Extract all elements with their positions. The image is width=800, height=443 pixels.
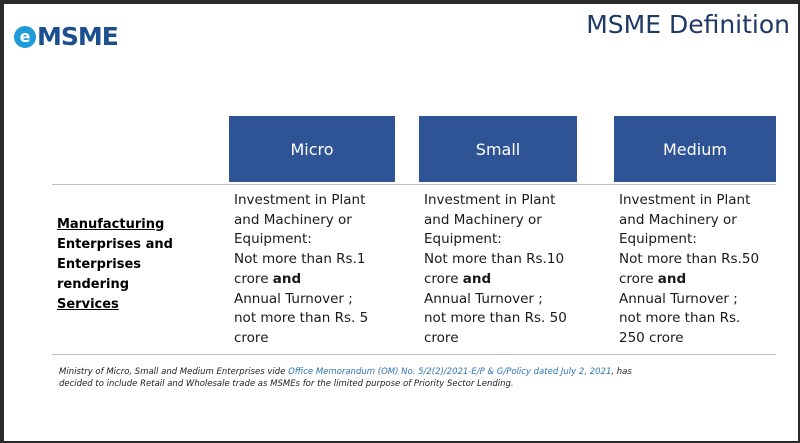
office-memorandum-link[interactable]: Office Memorandum (OM) No. 5/2(2)/2021-E…	[288, 367, 612, 377]
cell-line: crore and	[424, 270, 599, 290]
footnote: Ministry of Micro, Small and Medium Ente…	[59, 366, 759, 390]
footnote-prefix: Ministry of Micro, Small and Medium Ente…	[59, 367, 289, 377]
slide-title: MSME Definition	[586, 10, 790, 39]
cell-line: Annual Turnover ;	[234, 290, 353, 307]
cell-line: Not more than Rs.1	[234, 251, 366, 268]
cell-line: Equipment:	[424, 231, 502, 248]
cell-small-criteria: Investment in Plant and Machinery or Equ…	[424, 191, 599, 349]
cell-line: Not more than Rs.50	[619, 251, 760, 268]
cell-line: Annual Turnover ;	[619, 290, 738, 307]
cell-line: and Machinery or	[424, 211, 542, 228]
cell-line: Investment in Plant	[424, 192, 556, 208]
cell-line: not more than Rs. 5	[234, 310, 369, 327]
cell-line: and Machinery or	[619, 211, 737, 228]
table-top-divider	[52, 184, 776, 185]
row-label-line: Enterprises and	[57, 237, 173, 252]
cell-medium-criteria: Investment in Plant and Machinery or Equ…	[619, 191, 794, 349]
column-header-medium: Medium	[614, 116, 776, 182]
footnote-suffix: , has	[611, 367, 632, 377]
cell-line: Equipment:	[234, 231, 312, 248]
cell-line: crore and	[234, 270, 409, 290]
cell-line: crore	[424, 329, 459, 346]
cell-line: not more than Rs. 50	[424, 310, 567, 327]
row-label-line: Enterprises rendering	[57, 257, 142, 292]
cell-line: Investment in Plant	[619, 192, 751, 208]
logo-text: MSME	[37, 22, 119, 51]
cell-line: Equipment:	[619, 231, 697, 248]
cell-micro-criteria: Investment in Plant and Machinery or Equ…	[234, 191, 409, 349]
cell-line: Not more than Rs.10	[424, 251, 565, 268]
cell-line: Annual Turnover ;	[424, 290, 543, 307]
cell-and-bold: and	[272, 270, 302, 287]
footnote-line-1: Ministry of Micro, Small and Medium Ente…	[59, 366, 759, 378]
cell-and-bold: and	[462, 270, 492, 287]
slide: e MSME MSME Definition Micro Small Mediu…	[4, 4, 798, 441]
cell-line: not more than Rs.	[619, 310, 741, 327]
cell-line: crore and	[619, 270, 794, 290]
cell-line: 250 crore	[619, 329, 684, 346]
cell-text: crore	[424, 270, 463, 287]
logo-e-badge: e	[14, 25, 36, 48]
row-label-line: Manufacturing	[57, 217, 165, 232]
emsme-logo: e MSME	[14, 22, 119, 51]
cell-text: crore	[234, 270, 273, 287]
column-header-small: Small	[419, 116, 577, 182]
cell-and-bold: and	[657, 270, 687, 287]
table-bottom-divider	[52, 354, 776, 355]
row-label-line: Services	[57, 297, 119, 312]
column-header-micro: Micro	[229, 116, 395, 182]
cell-line: crore	[234, 329, 269, 346]
cell-line: and Machinery or	[234, 211, 352, 228]
footnote-line-2: decided to include Retail and Wholesale …	[59, 379, 514, 389]
cell-text: crore	[619, 270, 658, 287]
cell-line: Investment in Plant	[234, 192, 366, 208]
row-label-manufacturing: Manufacturing Enterprises and Enterprise…	[57, 215, 217, 315]
